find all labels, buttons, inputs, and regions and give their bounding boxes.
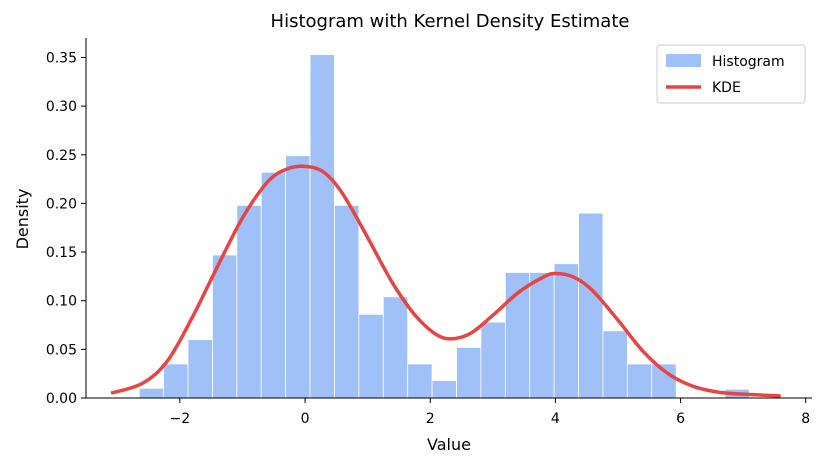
x-tick-label: 8	[801, 411, 810, 427]
histogram-bar	[334, 204, 360, 399]
y-tick-label: 0.05	[46, 342, 77, 358]
x-tick-label: 0	[301, 411, 310, 427]
histogram-bar	[138, 387, 165, 399]
histogram-bar	[480, 321, 506, 399]
y-tick-label: 0.25	[46, 148, 77, 164]
chart-title: Histogram with Kernel Density Estimate	[271, 11, 630, 32]
histogram-bar	[626, 363, 653, 399]
histogram-bar	[260, 171, 287, 399]
histogram-bar	[212, 254, 238, 399]
histogram-bar	[553, 263, 579, 399]
y-tick-label: 0.20	[46, 196, 77, 212]
histogram-bar	[285, 155, 311, 399]
y-ticks: 0.00 0.05 0.10 0.15 0.20 0.25 0.30 0.35	[46, 50, 86, 407]
legend-kde-label: KDE	[712, 80, 741, 96]
y-tick-label: 0.10	[46, 294, 77, 310]
histogram-bar	[407, 363, 433, 399]
histogram-bar	[309, 54, 335, 399]
x-ticks: −2 0 2 4 6 8	[170, 398, 810, 427]
legend: Histogram KDE	[656, 44, 806, 104]
histogram-bar	[236, 204, 262, 399]
y-tick-label: 0.15	[46, 245, 77, 261]
x-tick-label: −2	[170, 411, 191, 427]
histogram-bar	[602, 330, 628, 399]
x-axis-label: Value	[427, 435, 471, 454]
kde-line	[110, 164, 781, 398]
histogram-bar	[456, 347, 482, 399]
legend-histogram-label: Histogram	[712, 54, 785, 70]
y-tick-label: 0.35	[46, 50, 77, 66]
axes: −2 0 2 4 6 8 0.00 0.05 0.10 0.15 0.20 0.25 0.30 0.35	[46, 38, 812, 427]
y-tick-label: 0.30	[46, 99, 77, 115]
histogram-bar	[163, 363, 189, 399]
histogram-bar	[578, 212, 604, 399]
histogram-bar	[529, 272, 555, 399]
x-tick-label: 2	[426, 411, 435, 427]
x-tick-label: 4	[551, 411, 560, 427]
histogram-bar	[382, 296, 409, 399]
histogram-bar	[187, 339, 213, 399]
histogram-bar	[358, 313, 384, 399]
y-tick-label: 0.00	[46, 391, 77, 407]
histogram-bar	[431, 380, 457, 399]
legend-histogram-swatch	[666, 54, 701, 67]
histogram-bars	[138, 54, 750, 399]
y-axis-label: Density	[13, 189, 32, 250]
x-tick-label: 6	[676, 411, 685, 427]
